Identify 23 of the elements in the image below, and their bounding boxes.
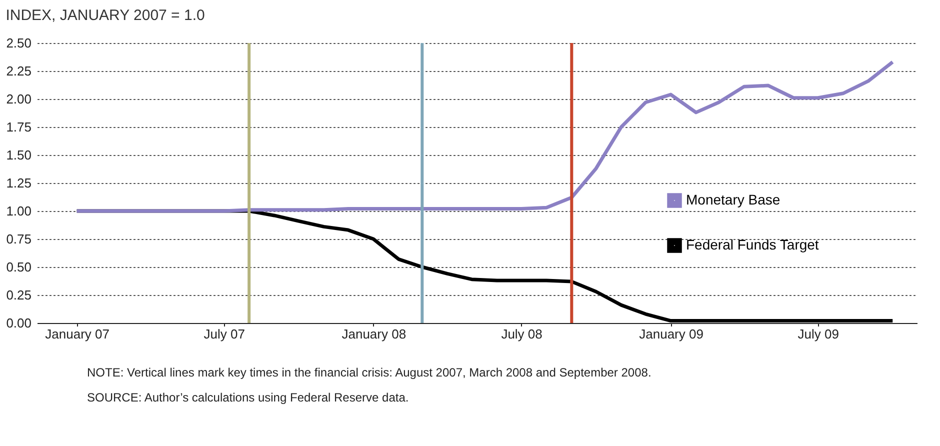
source-note: SOURCE: Author’s calculations using Federal Reserve data. (87, 390, 409, 404)
y-tick-label: 2.25 (6, 64, 32, 78)
legend-label: Federal Funds Target (686, 236, 819, 252)
y-tick-label: 1.25 (6, 176, 32, 190)
y-tick-label: 2.00 (6, 92, 32, 106)
x-tick-label: January 09 (639, 326, 704, 342)
y-tick-label: 1.75 (6, 120, 32, 134)
y-tick-label: 0.75 (6, 232, 32, 246)
y-tick-label: 0.50 (6, 260, 32, 274)
text: NOTE: Vertical lines mark key times in the financial crisis: August 2007, March 2008 and September 2008. (87, 366, 652, 380)
y-tick-label: 1.50 (6, 148, 32, 162)
chart-title: INDEX, JANUARY 2007 = 1.0 (6, 7, 205, 24)
y-tick-label: 0.00 (6, 316, 32, 330)
line-series (75, 60, 894, 213)
x-tick-label: January 07 (45, 326, 110, 342)
y-tick-label: 1.00 (6, 204, 32, 218)
x-tick-label: July 07 (204, 326, 245, 342)
y-tick-label: 2.50 (6, 36, 32, 50)
x-tick-label: January 08 (342, 326, 406, 342)
x-tick-label: July 08 (501, 326, 542, 342)
x-tick-label: July 09 (798, 326, 839, 342)
legend-label: Monetary Base (686, 192, 780, 208)
y-tick-label: 0.25 (6, 288, 32, 302)
